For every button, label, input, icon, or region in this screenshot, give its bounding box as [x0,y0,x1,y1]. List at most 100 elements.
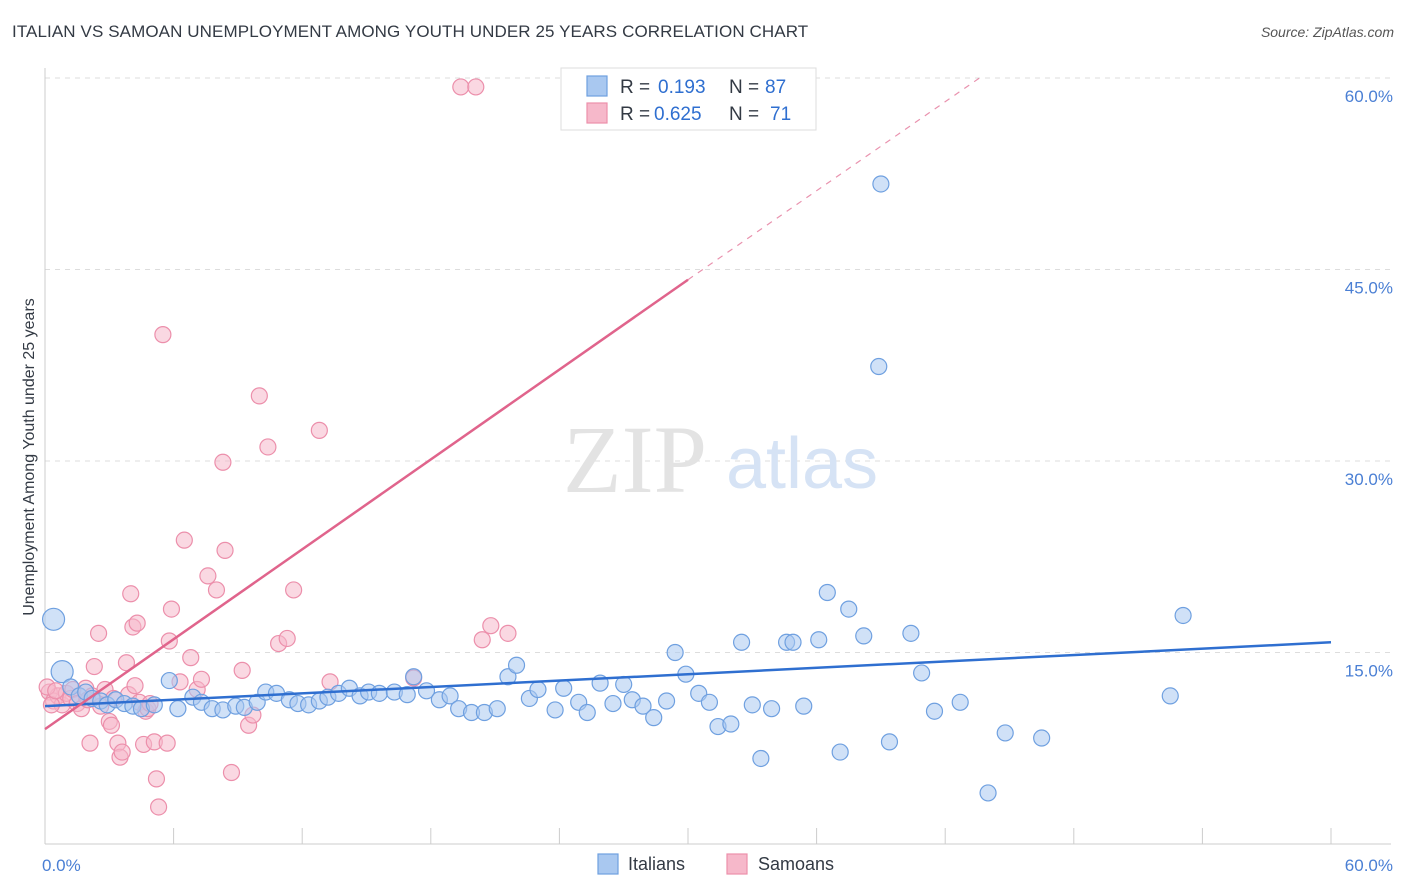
samoans-point-65 [482,617,500,635]
axes [44,68,1391,845]
italians-point-43 [488,700,506,718]
italians-point-76 [855,627,873,645]
italians-point-65 [732,633,751,651]
samoans-trend-line [44,278,689,731]
italians-point-64 [722,715,740,733]
samoans-point-38 [158,734,176,752]
y-tick-labels: 15.0% 30.0% 45.0% 60.0% [1345,87,1393,681]
italians-point-14 [169,700,187,718]
series-legend-swatch-samoans [726,853,748,875]
samoans-point-64 [473,631,491,649]
italians-point-56 [634,697,652,715]
italians-point-66 [743,696,761,714]
samoans-point-62 [452,78,470,96]
y-axis-label: Unemployment Among Youth under 25 years [21,298,38,616]
italians-point-77 [870,357,888,376]
italians-point-85 [996,724,1014,742]
italians-point-80 [902,624,920,642]
italians-point-83 [951,693,969,711]
legend-r-value-samoans: 0.625 [654,104,702,125]
italians-point-45 [507,656,526,674]
italians-trend-line [44,641,1332,708]
samoans-point-11 [81,734,99,752]
y-tick-label-0: 15.0% [1345,662,1393,681]
italians-point-59 [666,643,684,662]
legend-n-label-italians: N = [729,77,759,98]
samoans-point-46 [199,567,217,585]
italians-point-72 [810,631,828,649]
samoans-point-47 [207,581,226,599]
italians-point-88 [1174,606,1192,625]
series-legend-samoans: Samoans [758,854,834,874]
italians-point-53 [604,694,622,713]
italians-point-33 [370,684,388,702]
italians-point-82 [925,702,944,720]
legend-n-label-samoans: N = [729,104,759,125]
samoans-point-45 [192,670,211,688]
italians-point-75 [840,600,858,618]
trend-lines [44,77,1332,731]
samoans-point-18 [102,716,121,734]
italians-point-36 [405,668,423,686]
samoans-point-28 [128,614,146,632]
italians-point-62 [700,693,719,711]
samoans-point-37 [154,326,172,344]
legend-r-label-italians: R = [620,77,650,98]
italians-point-1 [50,660,74,684]
italians-point-44 [499,668,517,686]
italians-point-70 [784,633,802,651]
samoans-point-49 [216,541,234,559]
italians-point-39 [441,687,459,705]
italians-point-71 [795,697,813,715]
x-tick-labels: 0.0% 60.0% [42,856,1393,875]
chart-title: ITALIAN VS SAMOAN UNEMPLOYMENT AMONG YOU… [12,22,809,41]
watermark: ZIP atlas [563,406,878,513]
samoans-point-51 [233,661,251,679]
italians-point-48 [546,701,564,719]
y-tick-label-3: 60.0% [1345,87,1393,106]
series-legend-italians: Italians [628,854,685,874]
italians-point-78 [872,175,890,193]
x-tick-label-1: 60.0% [1345,856,1393,875]
series-legend-swatch-italians [597,853,619,875]
samoans-point-48 [214,453,232,471]
italians-point-67 [752,749,770,768]
italians-point-87 [1161,687,1179,705]
legend-swatch-italians [586,75,608,97]
italians-point-86 [1033,729,1051,747]
italians-point-51 [578,703,596,722]
italians-point-47 [529,680,547,699]
italians-point-81 [913,664,931,682]
samoans-point-40 [162,600,181,618]
y-tick-label-2: 45.0% [1345,279,1393,298]
italians-point-13 [160,671,178,690]
samoans-point-25 [122,585,140,603]
samoans-point-13 [85,657,103,676]
source-label: Source: ZipAtlas.com [1260,24,1394,40]
legend-swatch-samoans [586,102,608,124]
legend-n-value-samoans: 71 [770,104,791,125]
samoans-point-55 [259,438,277,456]
samoans-point-59 [310,421,328,439]
italians-point-84 [979,784,997,802]
italians-point-35 [398,686,416,704]
samoans-point-66 [499,624,517,642]
samoans-point-22 [113,743,131,761]
italians-point-73 [818,583,836,602]
legend-n-value-italians: 87 [765,77,786,98]
samoans-point-70 [47,682,65,700]
samoans-point-14 [89,624,108,642]
italians-point-58 [657,692,676,710]
italians-point-68 [762,700,781,718]
samoans-point-57 [278,629,296,648]
samoans-point-42 [175,531,193,549]
italians-point-57 [645,709,663,727]
italians-point-49 [555,679,573,697]
samoans-point-35 [147,770,166,788]
samoans-point-58 [285,581,303,599]
watermark-atlas: atlas [726,424,878,504]
italians-point-0 [41,607,66,631]
samoans-point-50 [222,763,241,782]
italians-point-79 [880,733,899,751]
